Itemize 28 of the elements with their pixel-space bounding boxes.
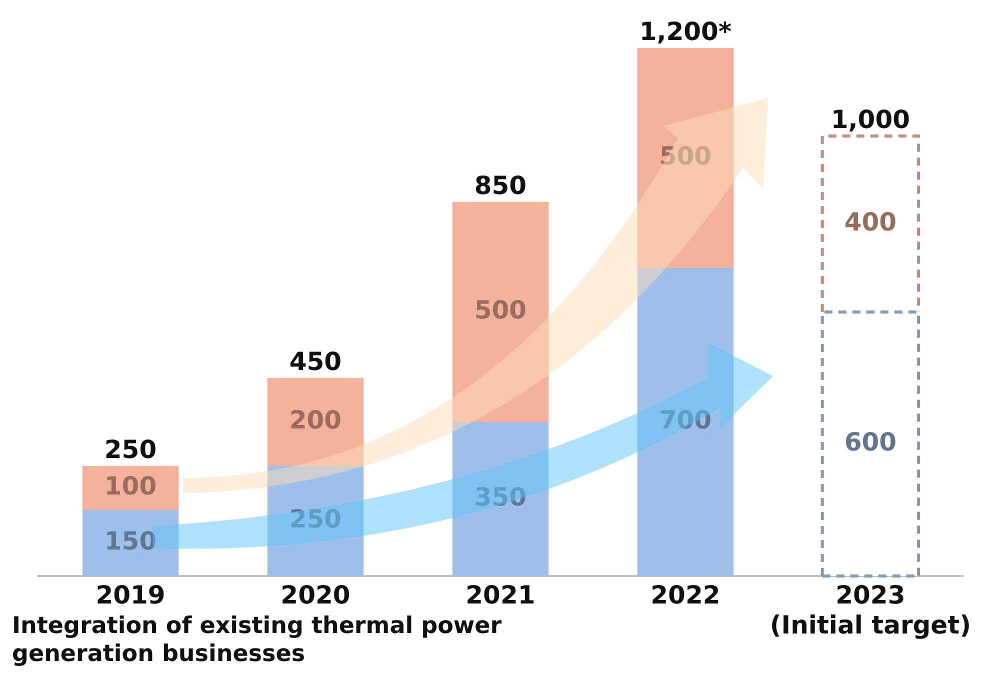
x-tick-label: 2020 bbox=[280, 580, 350, 610]
x-tick-label: 2023 (Initial target) bbox=[770, 580, 972, 640]
x-tick-label: 2019 bbox=[96, 580, 166, 610]
data-label: 200 bbox=[289, 406, 342, 434]
data-label: 350 bbox=[474, 482, 527, 512]
text: Integration of existing thermal power generation businesses bbox=[12, 612, 503, 668]
data-label: 150 bbox=[104, 526, 157, 556]
data-label: 100 bbox=[104, 472, 157, 500]
bar bbox=[637, 268, 734, 576]
data-label: 500 bbox=[474, 296, 527, 324]
data-label: 500 bbox=[659, 142, 712, 170]
bar bbox=[637, 48, 734, 268]
bar bbox=[267, 466, 364, 576]
data-label: 400 bbox=[844, 208, 897, 236]
data-label: 700 bbox=[659, 406, 712, 434]
bar bbox=[267, 378, 364, 466]
total-label: 450 bbox=[289, 347, 342, 376]
bar bbox=[452, 422, 549, 576]
bar bbox=[82, 510, 179, 576]
x-tick-label: 2021 bbox=[466, 580, 536, 610]
data-label: 250 bbox=[289, 504, 342, 534]
total-label: 1,200* bbox=[639, 17, 732, 46]
total-label: 250 bbox=[104, 435, 157, 464]
total-label: 1,000 bbox=[830, 105, 910, 134]
data-label: 600 bbox=[844, 428, 897, 456]
total-label: 850 bbox=[474, 171, 527, 200]
bar bbox=[452, 202, 549, 422]
x-tick-label: 2022 bbox=[650, 580, 720, 610]
